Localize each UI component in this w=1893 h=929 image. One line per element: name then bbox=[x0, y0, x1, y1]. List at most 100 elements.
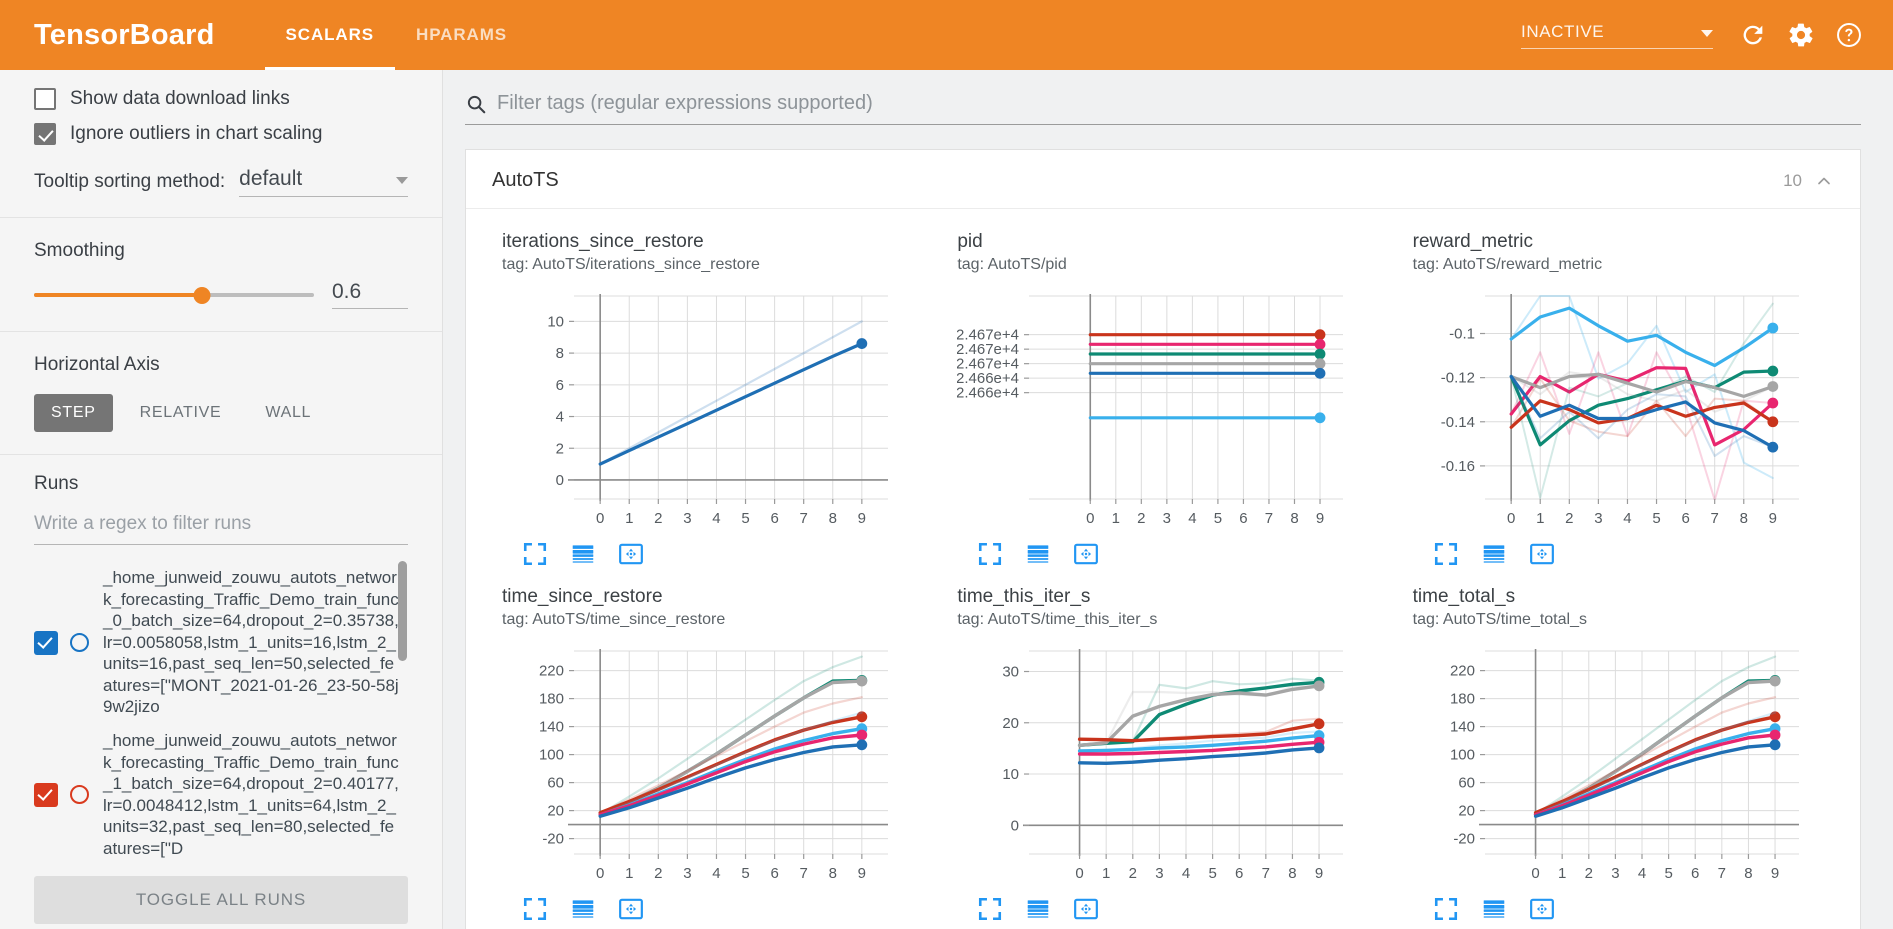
chart-plot[interactable]: 0 2 4 6 8 10 0 1 2 3 4 5 6 7 8 9 bbox=[502, 284, 902, 539]
y-tick-label: -0.12 bbox=[1440, 370, 1474, 387]
series-endpoint-marker bbox=[1313, 742, 1325, 754]
run-checkbox[interactable] bbox=[34, 782, 58, 807]
series-line bbox=[599, 711, 863, 817]
data-series-icon[interactable] bbox=[1481, 896, 1507, 922]
x-tick-label: 5 bbox=[1652, 510, 1660, 527]
x-tick-label: 2 bbox=[1137, 510, 1145, 527]
series-endpoint-marker bbox=[1769, 676, 1781, 687]
reload-button[interactable] bbox=[1731, 13, 1775, 57]
expand-icon[interactable] bbox=[1073, 541, 1099, 567]
y-tick-label: 2 bbox=[556, 441, 564, 458]
series-line bbox=[1509, 375, 1775, 450]
chart-title: iterations_since_restore bbox=[502, 231, 704, 252]
help-button[interactable] bbox=[1827, 13, 1871, 57]
series-endpoint-marker bbox=[1767, 381, 1778, 393]
runs-scrollbar[interactable] bbox=[398, 561, 407, 661]
chart-cell: time_since_restore tag: AutoTS/time_since… bbox=[484, 576, 939, 929]
fit-domain-icon[interactable] bbox=[522, 896, 548, 922]
runs-filter-input[interactable]: Write a regex to filter runs bbox=[34, 513, 408, 545]
run-name: _home_junweid_zouwu_autots_network_forec… bbox=[103, 731, 399, 858]
data-series-icon[interactable] bbox=[1481, 541, 1507, 567]
series-line bbox=[599, 655, 863, 816]
expand-icon[interactable] bbox=[618, 896, 644, 922]
chevron-up-icon[interactable] bbox=[1814, 171, 1834, 191]
run-list-item[interactable]: _home_junweid_zouwu_autots_network_forec… bbox=[34, 561, 408, 724]
series-line bbox=[1078, 681, 1322, 748]
settings-button[interactable] bbox=[1779, 13, 1823, 57]
series-line bbox=[1534, 655, 1776, 816]
x-tick-label: 3 bbox=[1163, 510, 1171, 527]
data-series-icon[interactable] bbox=[570, 541, 596, 567]
expand-icon[interactable] bbox=[1073, 896, 1099, 922]
tab-hparams[interactable]: HPARAMS bbox=[395, 0, 528, 70]
run-checkbox[interactable] bbox=[34, 630, 58, 655]
fit-domain-icon[interactable] bbox=[977, 541, 1003, 567]
slider-thumb[interactable] bbox=[193, 286, 211, 304]
data-series-icon[interactable] bbox=[1025, 896, 1051, 922]
data-series-icon[interactable] bbox=[570, 896, 596, 922]
ignore-outliers-row[interactable]: Ignore outliers in chart scaling bbox=[34, 123, 408, 145]
card-title: AutoTS bbox=[492, 169, 559, 191]
chart-tag: tag: AutoTS/time_since_restore bbox=[502, 611, 726, 629]
y-tick-label: -0.14 bbox=[1440, 414, 1474, 431]
chart-plot[interactable]: 2.467e+42.467e+42.467e+42.466e+42.466e+4… bbox=[957, 284, 1357, 539]
chart-canvas[interactable]: 2.467e+4 2.467e+4 2.467e+4 2.466e+4 2.466e+4… bbox=[957, 284, 1376, 539]
help-icon bbox=[1837, 23, 1861, 47]
chart-plot[interactable]: -0.1 -0.12 -0.14 -0.16 0 1 2 3 4 5 6 7 8 9 bbox=[1413, 284, 1813, 539]
x-tick-label: 0 bbox=[1507, 510, 1515, 527]
data-series-icon[interactable] bbox=[1025, 541, 1051, 567]
search-icon bbox=[467, 95, 486, 113]
run-status-value: INACTIVE bbox=[1521, 21, 1605, 41]
haxis-step-button[interactable]: STEP bbox=[34, 394, 113, 432]
tab-scalars[interactable]: SCALARS bbox=[264, 0, 396, 70]
chart-plot[interactable]: -20 20 60 100 140 180 220 0 1 2 3 4 5 6 7 8 9 bbox=[502, 639, 902, 894]
expand-icon[interactable] bbox=[1529, 896, 1555, 922]
series-line bbox=[598, 715, 864, 815]
fit-domain-icon[interactable] bbox=[522, 541, 548, 567]
smoothing-value[interactable]: 0.6 bbox=[332, 280, 408, 309]
expand-icon[interactable] bbox=[618, 541, 644, 567]
series-line bbox=[1509, 366, 1775, 447]
show-download-links-row[interactable]: Show data download links bbox=[34, 88, 408, 110]
x-tick-label: 8 bbox=[1744, 865, 1752, 882]
runs-list: _home_junweid_zouwu_autots_network_forec… bbox=[34, 551, 408, 866]
smoothing-slider[interactable] bbox=[34, 284, 314, 306]
fit-domain-icon[interactable] bbox=[977, 896, 1003, 922]
card-header[interactable]: AutoTS 10 bbox=[466, 150, 1860, 209]
fit-domain-icon[interactable] bbox=[1433, 541, 1459, 567]
run-list-item[interactable]: _home_junweid_zouwu_autots_network_forec… bbox=[34, 724, 408, 865]
chevron-down-icon bbox=[396, 177, 408, 184]
chart-title: time_since_restore bbox=[502, 586, 663, 607]
chart-canvas[interactable]: -20 20 60 100 140 180 220 0 1 2 3 4 5 6 7 8 9 bbox=[1413, 639, 1832, 894]
y-tick-label: 2.467e+4 bbox=[957, 356, 1019, 373]
tag-filter-row[interactable]: Filter tags (regular expressions support… bbox=[465, 92, 1861, 125]
run-color-dot bbox=[70, 633, 89, 653]
chart-canvas[interactable]: 0 10 20 30 0 1 2 3 4 5 6 7 8 9 bbox=[957, 639, 1376, 894]
series-endpoint-marker bbox=[1769, 711, 1781, 723]
x-tick-label: 1 bbox=[1536, 510, 1544, 527]
haxis-relative-button[interactable]: RELATIVE bbox=[139, 404, 222, 421]
series-line bbox=[1534, 711, 1776, 817]
chart-plot[interactable]: -20 20 60 100 140 180 220 0 1 2 3 4 5 6 7 8 9 bbox=[1413, 639, 1813, 894]
x-tick-label: 5 bbox=[1664, 865, 1672, 882]
x-tick-label: 9 bbox=[1316, 510, 1324, 527]
tooltip-sorting-select[interactable]: default bbox=[239, 167, 408, 197]
x-tick-label: 8 bbox=[1291, 510, 1299, 527]
slider-fill bbox=[34, 292, 202, 297]
expand-icon[interactable] bbox=[1529, 541, 1555, 567]
chart-canvas[interactable]: -20 20 60 100 140 180 220 0 1 2 3 4 5 6 7 8 9 bbox=[502, 639, 921, 894]
haxis-wall-button[interactable]: WALL bbox=[265, 404, 312, 421]
chart-canvas[interactable]: -0.1 -0.12 -0.14 -0.16 0 1 2 3 4 5 6 7 8 9 bbox=[1413, 284, 1832, 539]
x-tick-label: 7 bbox=[800, 865, 808, 882]
x-tick-label: 2 bbox=[1584, 865, 1592, 882]
chart-canvas[interactable]: 0 2 4 6 8 10 0 1 2 3 4 5 6 7 8 9 bbox=[502, 284, 921, 539]
ignore-outliers-checkbox[interactable] bbox=[34, 123, 56, 145]
toggle-all-runs-button[interactable]: TOGGLE ALL RUNS bbox=[34, 875, 408, 924]
x-tick-label: 9 bbox=[858, 865, 866, 882]
fit-domain-icon[interactable] bbox=[1433, 896, 1459, 922]
x-tick-label: 4 bbox=[1637, 865, 1645, 882]
show-download-links-checkbox[interactable] bbox=[34, 88, 56, 110]
chart-plot[interactable]: 0 10 20 30 0 1 2 3 4 5 6 7 8 9 bbox=[957, 639, 1357, 894]
run-status-select[interactable]: INACTIVE bbox=[1521, 22, 1713, 49]
chart-tag: tag: AutoTS/time_this_iter_s bbox=[957, 611, 1158, 629]
